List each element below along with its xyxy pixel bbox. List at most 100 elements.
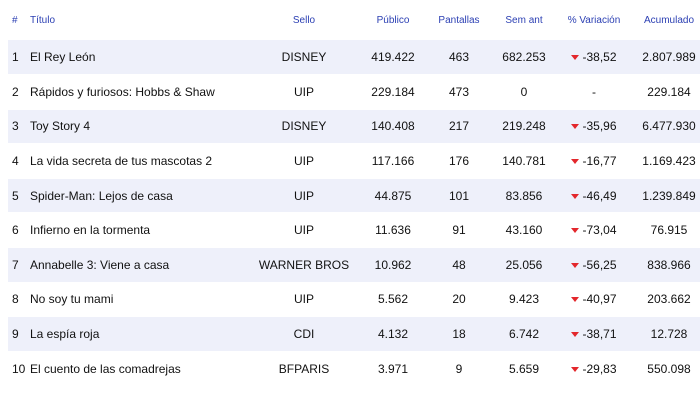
table-row[interactable]: 2 Rápidos y furiosos: Hobbs & Shaw UIP 229.… (8, 74, 700, 110)
variation-text: -46,49 (582, 188, 617, 203)
cell-rank: 3 (12, 119, 19, 134)
table-row[interactable]: 1 El Rey León DISNEY 419.422 463 682.253 -38,5… (8, 40, 700, 75)
cell-title: No soy tu mami (30, 292, 114, 307)
variation-text: -38,71 (582, 327, 617, 342)
cell-prev-week: 83.856 (505, 188, 543, 203)
cell-prev-week: 0 (520, 84, 528, 99)
table-row[interactable]: 5 Spider-Man: Lejos de casa UIP 44.875 101 83… (8, 178, 700, 213)
column-header-prev-week[interactable]: Sem ant (505, 14, 543, 26)
cell-accumulated: 1.239.849 (642, 188, 696, 203)
variation-text: -35,96 (582, 119, 617, 134)
variation-value: -38,71 (571, 327, 617, 342)
variation-text: -16,77 (582, 154, 617, 169)
variation-value: - (592, 85, 596, 99)
cell-accumulated: 203.662 (647, 292, 691, 307)
cell-rank: 1 (12, 50, 19, 65)
cell-rank: 2 (12, 84, 19, 99)
cell-title: La vida secreta de tus mascotas 2 (30, 154, 213, 169)
column-header-screens[interactable]: Pantallas (438, 14, 480, 26)
cell-rank: 10 (12, 361, 26, 376)
variation-text: -56,25 (582, 257, 617, 272)
down-arrow-icon (571, 55, 580, 61)
variation-text: -73,04 (582, 223, 617, 238)
cell-accumulated: 1.169.423 (642, 154, 696, 169)
cell-prev-week: 9.423 (508, 292, 540, 307)
table-row[interactable]: 3 Toy Story 4 DISNEY 140.408 217 219.248 -35,9… (8, 109, 700, 144)
cell-label: CDI (293, 327, 315, 342)
cell-label: UIP (293, 188, 314, 203)
table-row[interactable]: 4 La vida secreta de tus mascotas 2 UIP 117… (8, 143, 700, 179)
cell-screens: 48 (452, 257, 466, 272)
variation-value: -46,49 (571, 188, 617, 203)
cell-public: 117.166 (371, 154, 415, 169)
cell-title: Toy Story 4 (30, 119, 91, 134)
cell-prev-week: 5.659 (508, 361, 540, 376)
cell-variation: -38,52 (560, 40, 628, 75)
cell-public: 140.408 (371, 119, 415, 134)
cell-public: 44.875 (374, 188, 412, 203)
variation-text: -38,52 (582, 50, 617, 65)
down-arrow-icon (571, 366, 580, 372)
cell-prev-week: 25.056 (505, 257, 543, 272)
table-row[interactable]: 9 La espía roja CDI 4.132 18 6.742 -38,71 12.72… (8, 316, 700, 352)
cell-public: 419.422 (371, 50, 415, 65)
cell-title: Rápidos y furiosos: Hobbs & Shaw (30, 84, 215, 99)
cell-title: Spider-Man: Lejos de casa (30, 188, 173, 203)
cell-screens: 473 (448, 84, 470, 99)
cell-accumulated: 12.728 (650, 327, 688, 342)
down-arrow-icon (571, 124, 580, 130)
down-arrow-icon (571, 332, 580, 338)
cell-screens: 217 (448, 119, 470, 134)
cell-label: UIP (293, 223, 314, 238)
column-header-label[interactable]: Sello (292, 14, 316, 26)
column-header-public[interactable]: Público (376, 14, 410, 26)
variation-value: -29,83 (571, 361, 617, 376)
table-header-row: # Título Sello Público Pantallas Sem ant… (8, 0, 700, 40)
table-row[interactable]: 6 Infierno en la tormenta UIP 11.636 91 43.16… (8, 212, 700, 248)
variation-text: - (592, 84, 596, 99)
variation-value: -16,77 (571, 154, 617, 169)
cell-screens: 20 (452, 292, 466, 307)
cell-rank: 9 (12, 327, 19, 342)
variation-value: -73,04 (571, 223, 617, 238)
cell-variation: -56,25 (560, 248, 628, 283)
table-body: 1 El Rey León DISNEY 419.422 463 682.253 -38,5… (8, 40, 700, 386)
column-header-accumulated[interactable]: Acumulado (643, 14, 695, 26)
cell-variation: - (560, 75, 628, 110)
cell-screens: 463 (448, 50, 470, 65)
down-arrow-icon (571, 159, 580, 165)
cell-title: La espía roja (30, 327, 100, 342)
table-row[interactable]: 8 No soy tu mami UIP 5.562 20 9.423 -40,97 203.… (8, 282, 700, 317)
table-row[interactable]: 10 El cuento de las comadrejas BFPARIS 3.97… (8, 351, 700, 386)
down-arrow-icon (571, 297, 580, 303)
down-arrow-icon (571, 193, 580, 199)
cell-title: Annabelle 3: Viene a casa (30, 257, 170, 272)
cell-public: 5.562 (377, 292, 409, 307)
cell-public: 11.636 (375, 223, 411, 238)
cell-rank: 5 (12, 188, 19, 203)
cell-rank: 6 (12, 223, 19, 238)
cell-label: UIP (293, 292, 314, 307)
variation-value: -38,52 (571, 50, 617, 65)
cell-accumulated: 229.184 (647, 84, 691, 99)
variation-text: -40,97 (582, 292, 617, 307)
cell-accumulated: 2.807.989 (642, 50, 696, 65)
cell-public: 3.971 (377, 361, 409, 376)
column-header-variation[interactable]: % Variación (567, 14, 621, 26)
cell-variation: -73,04 (560, 213, 628, 248)
cell-variation: -46,49 (560, 178, 628, 213)
column-header-rank[interactable]: # (12, 14, 18, 26)
cell-screens: 18 (452, 327, 466, 342)
cell-screens: 101 (448, 188, 470, 203)
variation-text: -29,83 (582, 361, 617, 376)
table-row[interactable]: 7 Annabelle 3: Viene a casa WARNER BROS 10.… (8, 247, 700, 283)
cell-prev-week: 6.742 (508, 327, 540, 342)
box-office-table: # Título Sello Público Pantallas Sem ant… (8, 0, 700, 386)
cell-label: WARNER BROS (258, 257, 350, 272)
cell-variation: -40,97 (560, 282, 628, 317)
cell-variation: -16,77 (560, 144, 628, 179)
cell-public: 229.184 (371, 84, 415, 99)
cell-rank: 8 (12, 292, 19, 307)
cell-label: DISNEY (281, 50, 327, 65)
column-header-title[interactable]: Título (30, 14, 56, 26)
